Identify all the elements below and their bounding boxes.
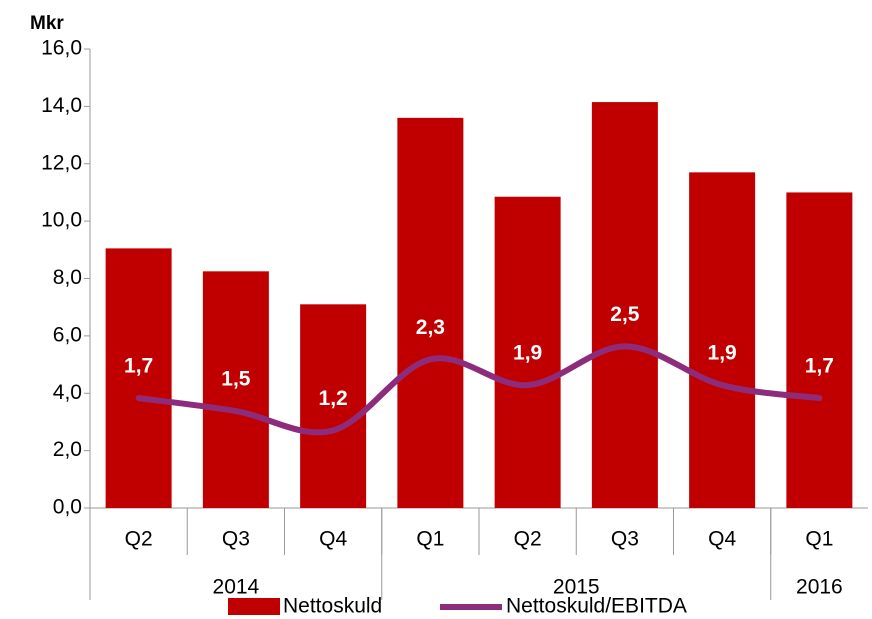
bar (397, 117, 464, 508)
bar (591, 102, 658, 509)
data-label: 1,7 (124, 355, 153, 378)
y-tick-label: 2,0 (53, 438, 82, 461)
group-label: 2016 (796, 576, 843, 599)
x-tick-label: Q2 (514, 528, 542, 551)
data-label: 2,3 (416, 316, 445, 339)
y-tick-label: 6,0 (53, 323, 82, 346)
bar (105, 248, 172, 509)
data-label: 2,5 (610, 303, 640, 326)
data-label: 1,5 (221, 368, 251, 391)
y-tick-label: 12,0 (41, 151, 82, 174)
legend-label: Nettoskuld (283, 595, 382, 618)
data-label: 1,2 (319, 387, 348, 410)
data-label: 1,9 (708, 342, 737, 365)
group-label: 2015 (553, 576, 600, 599)
x-tick-label: Q1 (805, 528, 833, 551)
x-tick-label: Q1 (416, 528, 444, 551)
x-tick-label: Q3 (611, 528, 639, 551)
y-tick-label: 16,0 (41, 37, 82, 60)
y-tick-label: 0,0 (53, 496, 82, 519)
legend-swatch (228, 598, 280, 615)
y-tick-label: 4,0 (53, 381, 82, 404)
group-label: 2014 (213, 576, 260, 599)
y-tick-label: 14,0 (41, 94, 82, 117)
bar (300, 304, 367, 508)
bar (494, 196, 561, 508)
bar (786, 192, 853, 508)
y-tick-label: 10,0 (41, 209, 82, 232)
bar (202, 271, 269, 508)
data-label: 1,7 (805, 355, 834, 378)
bar (689, 172, 756, 508)
x-tick-label: Q3 (222, 528, 250, 551)
x-tick-label: Q2 (125, 528, 153, 551)
y-tick-label: 8,0 (53, 266, 82, 289)
x-tick-label: Q4 (708, 528, 736, 551)
x-tick-label: Q4 (319, 528, 347, 551)
legend-label: Nettoskuld/EBITDA (506, 595, 687, 618)
line (135, 343, 823, 436)
y-axis-label: Mkr (30, 13, 64, 34)
data-label: 1,9 (513, 342, 542, 365)
